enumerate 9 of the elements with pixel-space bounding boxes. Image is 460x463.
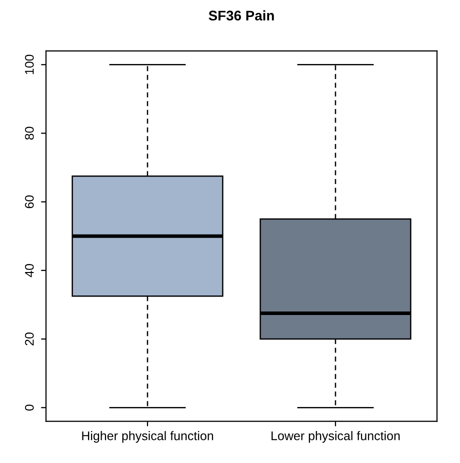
y-tick-label: 100 (24, 54, 34, 74)
y-tick-label: 80 (24, 126, 34, 140)
y-tick-label: 60 (24, 195, 34, 208)
chart-title: SF36 Pain (208, 10, 274, 21)
x-tick-label: Higher physical function (82, 431, 214, 443)
y-tick-label: 0 (24, 404, 34, 411)
y-tick-label: 40 (24, 264, 34, 278)
y-tick-label: 20 (24, 332, 34, 346)
x-tick-label: Lower physical function (272, 431, 400, 443)
